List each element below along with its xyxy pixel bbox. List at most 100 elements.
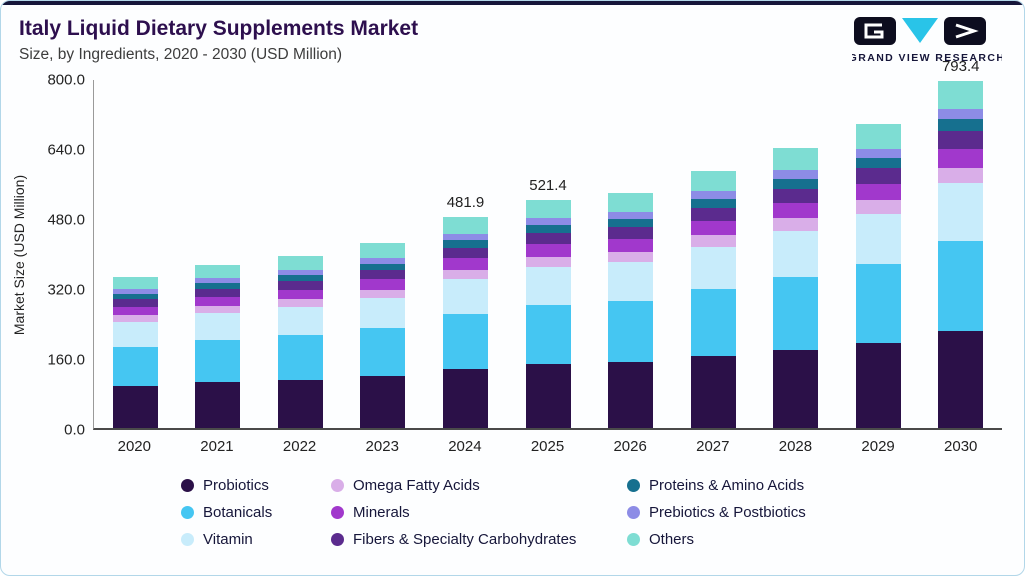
- bar-column: [589, 80, 672, 428]
- bar-segment-vitamin: [690, 246, 736, 290]
- bar-segment-vitamin: [938, 183, 984, 241]
- bar-segment-botanicals: [277, 335, 323, 380]
- x-tick-label: 2020: [117, 438, 151, 455]
- legend-dot-omega-fatty-acids: [331, 479, 344, 492]
- bar-column: [94, 80, 177, 428]
- bar-segment-fibers-specialty-carbohydrates: [442, 247, 488, 259]
- legend-label: Prebiotics & Postbiotics: [649, 504, 806, 521]
- legend-column: Proteins & Amino Acids Prebiotics & Postb…: [627, 477, 806, 548]
- x-axis-labels: 2020 2021 2022 2023 2024 2025 2026 2027 2028 2029…: [93, 438, 1002, 455]
- x-tick-label: 2028: [778, 438, 813, 455]
- bar-segment-probiotics: [360, 376, 406, 428]
- bar-segment-omega-fatty-acids: [773, 218, 819, 231]
- bar-segment-others: [855, 124, 901, 149]
- bar-segment-fibers-specialty-carbohydrates: [938, 131, 984, 149]
- bar-segment-others: [690, 170, 736, 192]
- bar-segment-proteins-amino-acids: [195, 283, 241, 289]
- bar-total-label: 793.4: [941, 57, 980, 75]
- bar-segment-others: [525, 199, 571, 219]
- stacked-bar: [112, 277, 158, 428]
- bar-segment-fibers-specialty-carbohydrates: [525, 232, 571, 245]
- bar-segment-omega-fatty-acids: [525, 256, 571, 268]
- bar-segment-minerals: [608, 238, 654, 252]
- legend: Probiotics Botanicals Vitamin Omega Fatty A…: [181, 477, 1024, 548]
- stacked-bar: [442, 217, 488, 428]
- bar-segment-others: [360, 243, 406, 259]
- bar-segment-probiotics: [525, 364, 571, 428]
- bar-segment-minerals: [112, 306, 158, 315]
- stacked-bar: [938, 80, 984, 428]
- x-tick-label: 2021: [200, 438, 234, 455]
- bar-segment-others: [442, 217, 488, 235]
- stacked-bar: [525, 199, 571, 428]
- bar-segment-omega-fatty-acids: [855, 200, 901, 214]
- legend-item-minerals: Minerals: [331, 504, 589, 521]
- bar-segment-proteins-amino-acids: [773, 178, 819, 189]
- bar-segment-omega-fatty-acids: [690, 235, 736, 247]
- legend-dot-fibers-specialty-carbohydrates: [331, 533, 344, 546]
- stacked-bar: [195, 265, 241, 428]
- y-tick-label: 480.0: [47, 211, 85, 229]
- bar-segment-prebiotics-postbiotics: [112, 289, 158, 294]
- bar-segment-minerals: [525, 244, 571, 257]
- bar-total-label: 481.9: [446, 194, 485, 212]
- bar-segment-omega-fatty-acids: [360, 289, 406, 298]
- bar-segment-probiotics: [938, 330, 984, 428]
- bar-segment-fibers-specialty-carbohydrates: [112, 298, 158, 307]
- bar-segment-botanicals: [525, 304, 571, 365]
- bar-segment-probiotics: [690, 356, 736, 428]
- bar-total-label: 521.4: [529, 176, 567, 194]
- legend-dot-vitamin: [181, 533, 194, 546]
- bar-segment-botanicals: [690, 289, 736, 356]
- bar-segment-vitamin: [855, 213, 901, 265]
- bar-segment-proteins-amino-acids: [855, 157, 901, 169]
- bar-segment-probiotics: [195, 382, 241, 428]
- legend-label: Proteins & Amino Acids: [649, 477, 805, 494]
- stacked-bar: [773, 148, 819, 428]
- bar-column: [342, 80, 425, 428]
- x-tick-label: 2030: [944, 438, 978, 455]
- stacked-bar: [608, 192, 654, 428]
- bar-column: [672, 80, 755, 428]
- bar-segment-prebiotics-postbiotics: [277, 269, 323, 276]
- bar-segment-others: [195, 265, 241, 279]
- legend-dot-minerals: [331, 506, 344, 519]
- x-tick-label: 2025: [530, 438, 565, 455]
- bar-segment-vitamin: [442, 279, 488, 315]
- bar-segment-prebiotics-postbiotics: [525, 218, 571, 225]
- y-axis-title-column: Market Size (USD Million): [1, 80, 37, 430]
- bar-segment-vitamin: [112, 321, 158, 347]
- bar-segment-minerals: [690, 220, 736, 236]
- bar-column: [837, 80, 920, 428]
- legend-item-botanicals: Botanicals: [181, 504, 293, 521]
- legend-item-probiotics: Probiotics: [181, 477, 293, 494]
- stacked-bar: [277, 256, 323, 428]
- x-tick-label: 2029: [861, 438, 895, 455]
- bar-segment-minerals: [855, 183, 901, 201]
- bar-segment-prebiotics-postbiotics: [360, 258, 406, 264]
- bar-segment-omega-fatty-acids: [195, 305, 241, 314]
- bar-segment-omega-fatty-acids: [112, 314, 158, 322]
- y-tick-label: 640.0: [47, 141, 85, 159]
- page-title: Italy Liquid Dietary Supplements Market: [19, 17, 419, 40]
- legend-item-others: Others: [627, 531, 806, 548]
- x-tick-label: 2027: [696, 438, 730, 455]
- bar-segment-botanicals: [442, 314, 488, 369]
- bar-segment-probiotics: [277, 379, 323, 428]
- legend-item-prebiotics-postbiotics: Prebiotics & Postbiotics: [627, 504, 806, 521]
- legend-column: Omega Fatty Acids Minerals Fibers & Specia…: [331, 477, 589, 548]
- bar-segment-others: [112, 277, 158, 290]
- legend-item-proteins-amino-acids: Proteins & Amino Acids: [627, 477, 806, 494]
- x-tick-label: 2023: [365, 438, 399, 455]
- legend-dot-prebiotics-postbiotics: [627, 506, 640, 519]
- plot-area: 481.9 521.4 793.4: [93, 58, 1002, 430]
- bar-segment-minerals: [195, 297, 241, 306]
- bar-segment-probiotics: [608, 362, 654, 428]
- bar-segment-proteins-amino-acids: [442, 240, 488, 248]
- bar-segment-fibers-specialty-carbohydrates: [195, 288, 241, 297]
- bar-segment-others: [773, 148, 819, 171]
- bar-segment-proteins-amino-acids: [690, 199, 736, 209]
- bar-segment-fibers-specialty-carbohydrates: [690, 208, 736, 221]
- legend-item-vitamin: Vitamin: [181, 531, 293, 548]
- legend-dot-botanicals: [181, 506, 194, 519]
